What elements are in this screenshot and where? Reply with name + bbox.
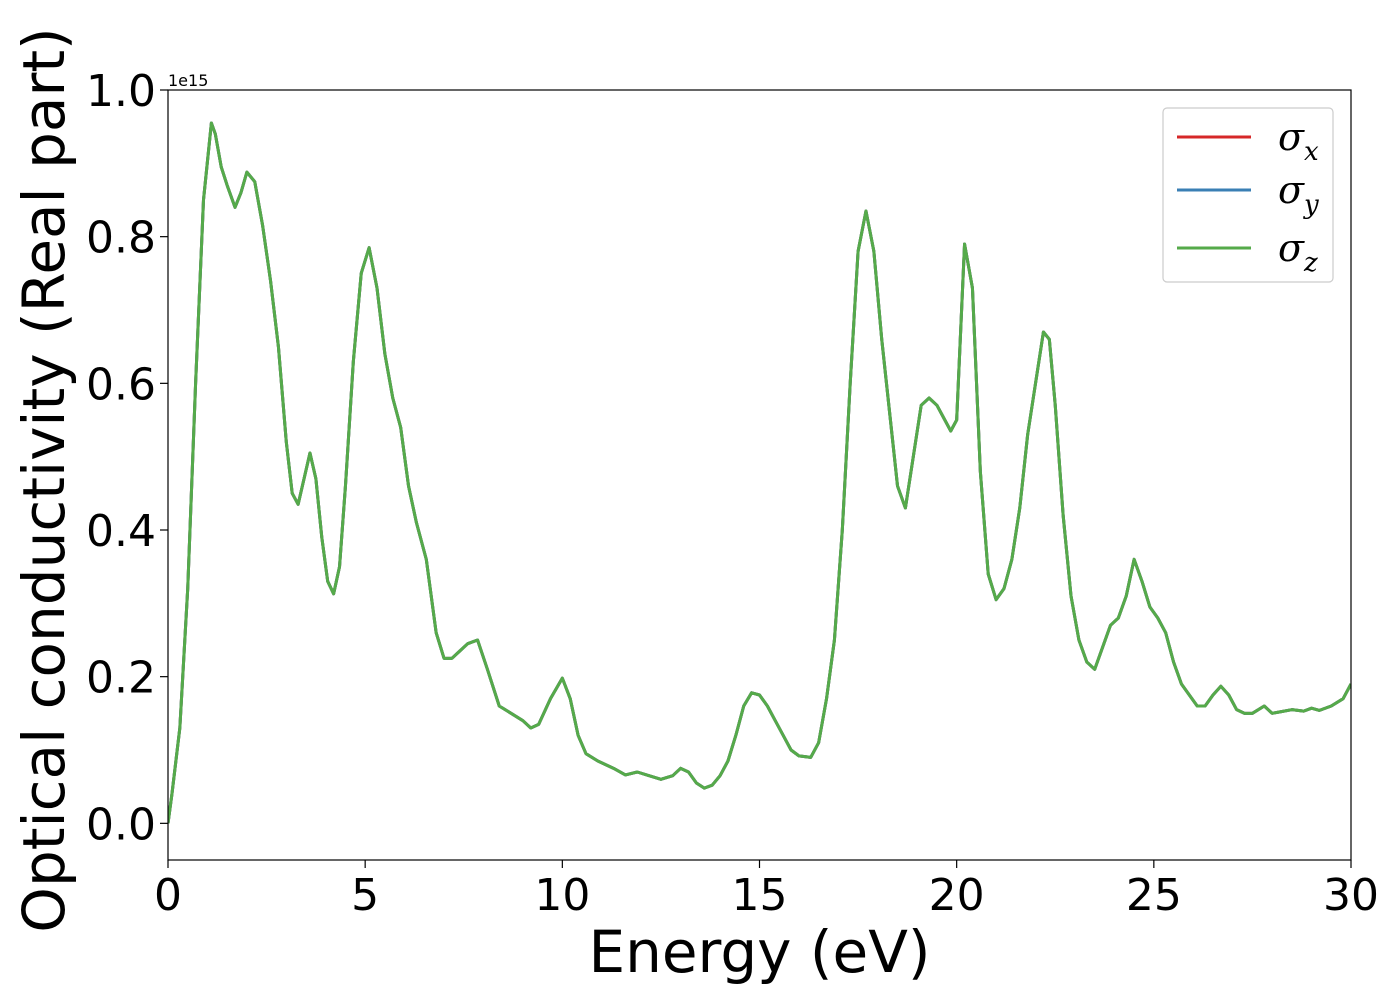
legend-label-sigma-z: σz <box>1278 226 1318 278</box>
y-tick-label: 0.4 <box>86 506 156 557</box>
x-tick-label: 0 <box>154 870 182 921</box>
series-line-σz <box>168 121 1351 824</box>
y-tick-label: 0.2 <box>86 653 156 704</box>
legend-entry-sigma-z: σz <box>1177 226 1318 278</box>
y-offset-label: 1e15 <box>168 71 208 90</box>
x-tick-label: 25 <box>1126 870 1182 921</box>
y-axis-label: Optical conductivity (Real part) <box>10 27 78 932</box>
legend-label-sigma-y: σy <box>1278 168 1319 220</box>
x-tick-label: 5 <box>351 870 379 921</box>
y-tick-label: 1.0 <box>86 66 156 117</box>
legend-box <box>1162 107 1334 283</box>
legend-label-sigma-x: σx <box>1278 115 1319 167</box>
legend: σx σy σz <box>1162 107 1334 283</box>
legend-entry-sigma-y: σy <box>1177 168 1319 220</box>
x-tick-label: 20 <box>929 870 985 921</box>
series-lines <box>168 121 1351 824</box>
legend-entry-sigma-x: σx <box>1177 115 1319 167</box>
x-tick-label: 10 <box>534 870 590 921</box>
x-tick-label: 30 <box>1323 870 1379 921</box>
x-axis-label: Energy (eV) <box>588 918 930 986</box>
x-tick-label: 15 <box>732 870 788 921</box>
y-tick-label: 0.6 <box>86 359 156 410</box>
axis-ticks: 0 5 10 15 20 25 30 0.0 0.2 0.4 0.6 0.8 1.0 <box>86 66 1379 921</box>
y-tick-label: 0.8 <box>86 213 156 264</box>
y-tick-label: 0.0 <box>86 799 156 850</box>
